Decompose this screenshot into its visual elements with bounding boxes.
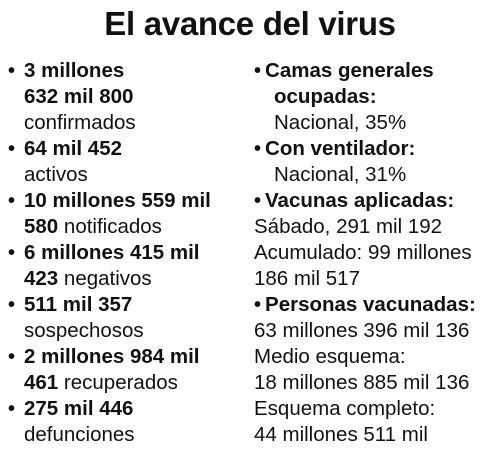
bullet-icon: •	[8, 346, 16, 368]
personas-heading: Personas vacunadas:	[265, 293, 476, 316]
bullet-icon: •	[254, 138, 262, 160]
stat-confirmados: • 3 millones 632 mil 800 confirmados	[8, 58, 258, 136]
bullet-icon: •	[254, 294, 262, 316]
right-column: • Camas generales ocupadas: Nacional, 35%…	[254, 58, 500, 448]
notificados-value-line1: 10 millones 559 mil	[24, 189, 211, 212]
activos-value: 64 mil 452	[24, 137, 123, 160]
camas-heading-line1: Camas generales	[265, 59, 434, 82]
bullet-icon: •	[8, 60, 16, 82]
stat-notificados: • 10 millones 559 mil 580 notificados	[8, 188, 258, 240]
confirmados-value-line1: 3 millones	[24, 59, 125, 82]
negativos-value-line1: 6 millones 415 mil	[24, 241, 200, 264]
stat-ventilador: • Con ventilador: Nacional, 31%	[254, 136, 500, 188]
vacunas-sabado: Sábado, 291 mil 192	[254, 215, 443, 238]
ventilador-heading: Con ventilador:	[265, 137, 416, 160]
negativos-label: negativos	[63, 267, 152, 290]
camas-heading-line2: ocupadas:	[274, 85, 377, 108]
recuperados-value-line2: 461	[24, 371, 59, 394]
defunciones-value: 275 mil 446	[24, 397, 134, 420]
bullet-icon: •	[8, 398, 16, 420]
left-column: • 3 millones 632 mil 800 confirmados • 6…	[8, 58, 258, 448]
bullet-icon: •	[8, 190, 16, 212]
ventilador-value: Nacional, 31%	[274, 163, 407, 186]
stat-camas: • Camas generales ocupadas: Nacional, 35%	[254, 58, 500, 136]
bullet-icon: •	[8, 138, 16, 160]
personas-medio-value: 18 millones 885 mil 136	[254, 371, 470, 394]
stat-negativos: • 6 millones 415 mil 423 negativos	[8, 240, 258, 292]
stat-vacunas: • Vacunas aplicadas: Sábado, 291 mil 192 …	[254, 188, 500, 292]
vacunas-heading: Vacunas aplicadas:	[265, 189, 455, 212]
personas-total: 63 millones 396 mil 136	[254, 319, 470, 342]
page-title: El avance del virus	[104, 5, 396, 42]
stat-sospechosos: • 511 mil 357 sospechosos	[8, 292, 258, 344]
stat-defunciones: • 275 mil 446 defunciones	[8, 396, 258, 448]
recuperados-value-line1: 2 millones 984 mil	[24, 345, 200, 368]
bullet-icon: •	[254, 190, 262, 212]
recuperados-label: recuperados	[63, 371, 178, 394]
bullet-icon: •	[8, 294, 16, 316]
sospechosos-value: 511 mil 357	[24, 293, 133, 316]
camas-value: Nacional, 35%	[274, 111, 407, 134]
personas-completo-value: 44 millones 511 mil	[254, 423, 428, 446]
bullet-icon: •	[254, 60, 262, 82]
confirmados-value-line2: 632 mil 800	[24, 85, 134, 108]
stat-recuperados: • 2 millones 984 mil 461 recuperados	[8, 344, 258, 396]
confirmados-label: confirmados	[24, 111, 136, 134]
negativos-value-line2: 423	[24, 267, 59, 290]
notificados-value-line2: 580	[24, 215, 59, 238]
vacunas-acumulado-line2: 186 mil 517	[254, 267, 360, 290]
defunciones-label: defunciones	[24, 423, 135, 446]
notificados-label: notificados	[63, 215, 162, 238]
bullet-icon: •	[8, 242, 16, 264]
stat-activos: • 64 mil 452 activos	[8, 136, 258, 188]
stat-personas: • Personas vacunadas: 63 millones 396 mil…	[254, 292, 500, 448]
personas-completo-label: Esquema completo:	[254, 397, 436, 420]
personas-medio-label: Medio esquema:	[254, 345, 406, 368]
vacunas-acumulado-line1: Acumulado: 99 millones	[254, 241, 472, 264]
sospechosos-label: sospechosos	[24, 319, 144, 342]
activos-label: activos	[24, 163, 88, 186]
